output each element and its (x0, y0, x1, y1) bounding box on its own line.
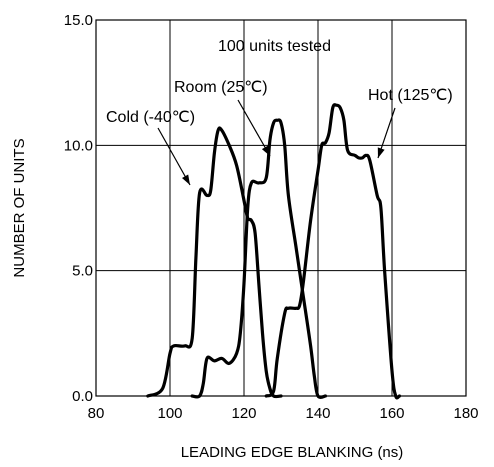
x-tick-label: 180 (453, 405, 478, 422)
units-tested-note: 100 units tested (218, 38, 331, 55)
series-curves (146, 103, 401, 400)
series-label-room: Room (25℃) (174, 79, 268, 96)
annotations: 100 units tested Cold (-40℃) Room (25℃) … (106, 38, 453, 186)
arrow-shaft (237, 99, 271, 157)
curve-hot (264, 103, 401, 400)
y-tick-label: 10.0 (64, 137, 93, 154)
arrow-cold (157, 127, 191, 186)
y-tick-label: 5.0 (72, 263, 93, 280)
y-tick-label: 0.0 (72, 388, 93, 405)
arrow-head (377, 147, 385, 158)
x-tick-label: 80 (88, 405, 105, 422)
x-axis-label: LEADING EDGE BLANKING (ns) (181, 444, 404, 461)
y-axis-label: NUMBER OF UNITS (11, 138, 28, 277)
arrow-room (237, 99, 271, 157)
grid-lines (96, 20, 466, 396)
arrow-shaft (157, 127, 191, 186)
x-tick-label: 100 (157, 405, 182, 422)
y-tick-label: 15.0 (64, 12, 93, 29)
x-tick-label: 140 (305, 405, 330, 422)
x-tick-label: 120 (231, 405, 256, 422)
series-label-cold: Cold (-40℃) (106, 109, 195, 126)
x-tick-label: 160 (379, 405, 404, 422)
arrow-hot (377, 107, 396, 159)
series-label-hot: Hot (125℃) (368, 87, 453, 104)
arrow-head (182, 174, 190, 185)
curve-cold (146, 126, 283, 399)
arrow-head (261, 145, 270, 156)
axis-ticks: 80 100 120 140 160 180 0.0 5.0 10.0 15.0 (64, 12, 479, 422)
